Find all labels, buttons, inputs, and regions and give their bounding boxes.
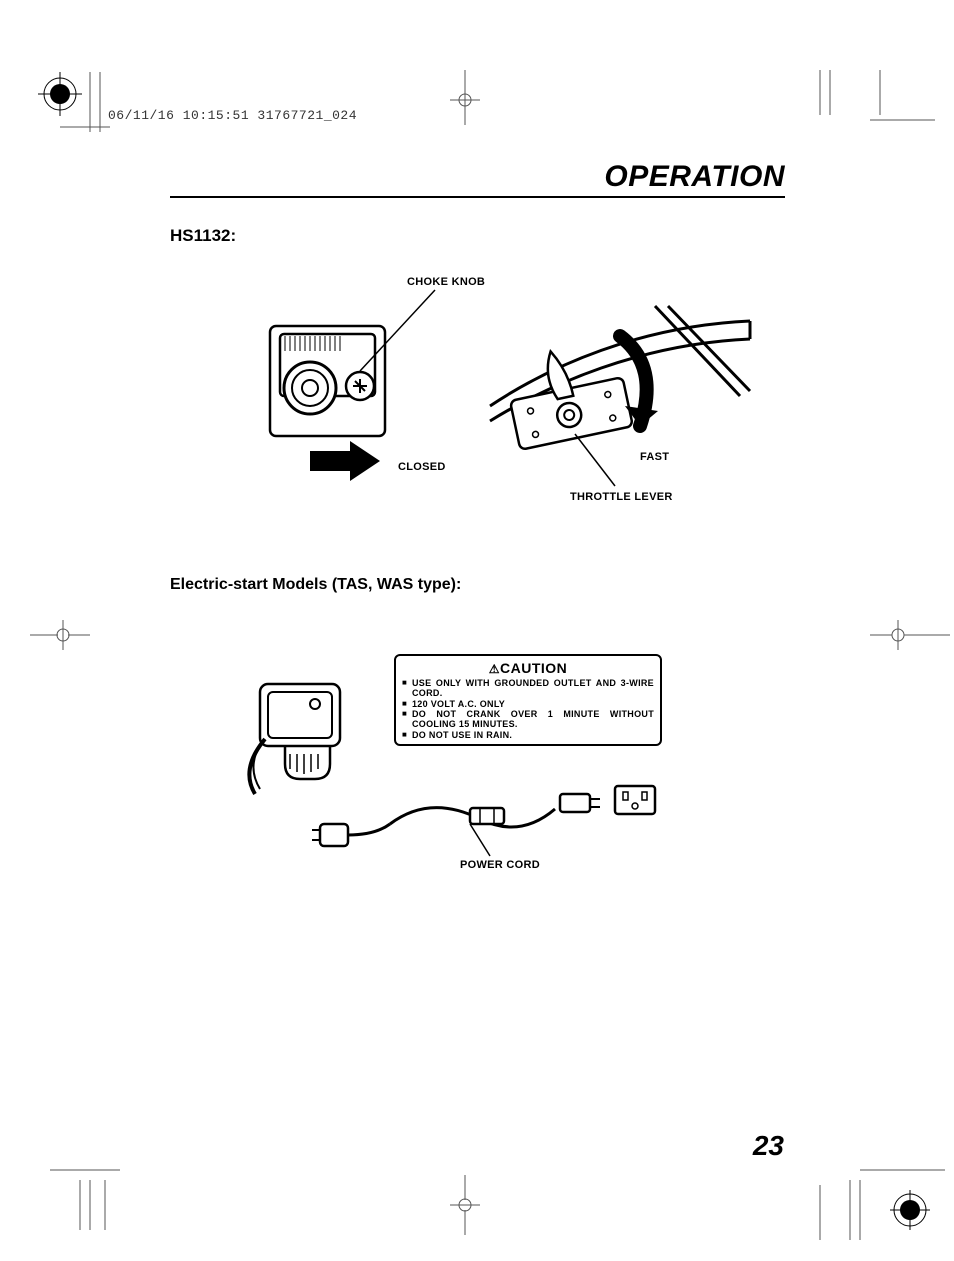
model-heading: HS1132: [170,226,785,246]
crop-mark-bottom-center [440,1175,490,1235]
crop-mark-mid-right [870,615,950,655]
page-content: OPERATION HS1132: CHOKE KNOB CLOSED FAST… [170,160,785,914]
header-timestamp: 06/11/16 10:15:51 31767721_024 [108,108,357,123]
crop-mark-top-center [440,70,490,130]
section-title: OPERATION [170,160,785,198]
figure-choke-throttle: CHOKE KNOB CLOSED FAST THROTTLE LEVER [170,276,785,546]
crop-mark-top-left [30,72,110,132]
crop-mark-top-right [815,70,935,130]
crop-mark-bottom-right [815,1155,945,1245]
page-number: 23 [753,1130,784,1162]
electric-start-subheading: Electric-start Models (TAS, WAS type): [170,576,785,594]
crop-mark-bottom-left [30,1160,120,1240]
crop-mark-mid-left [30,615,90,655]
choke-throttle-svg [170,276,785,536]
figure-electric-start: ⚠CAUTION USE ONLY WITH GROUNDED OUTLET A… [170,624,785,884]
electric-start-svg [170,624,785,884]
